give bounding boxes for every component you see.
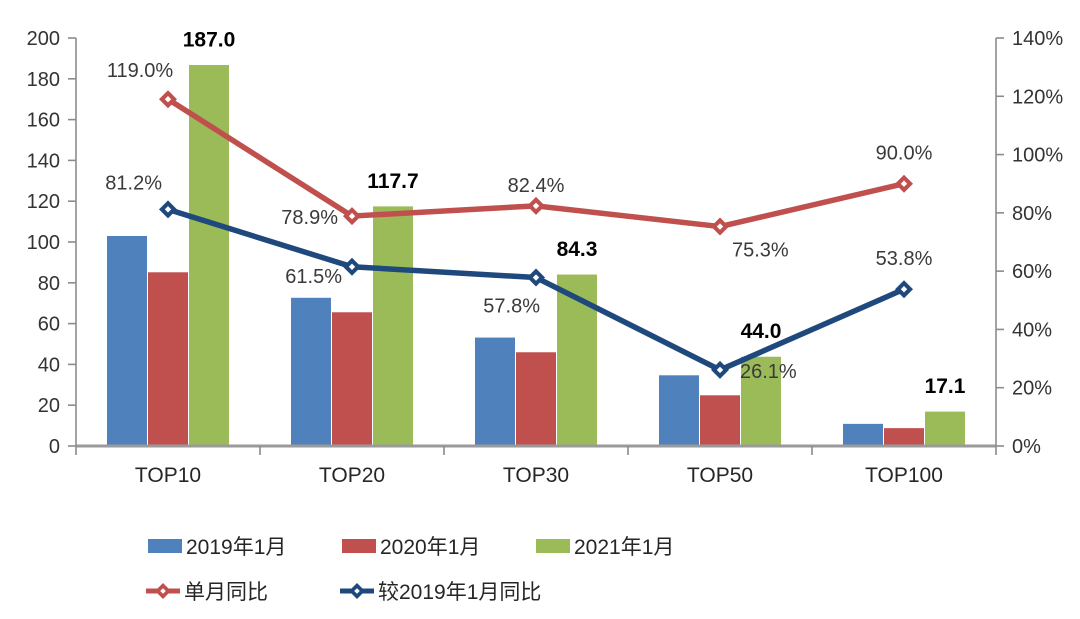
line-datalabel: 61.5% <box>285 266 342 288</box>
right-axis-tick-label: 100% <box>1012 145 1063 167</box>
category-label-TOP10: TOP10 <box>135 464 201 487</box>
legend-label: 单月同比 <box>184 581 268 604</box>
marker-单月同比-TOP30 <box>527 196 545 215</box>
bar-2019年1月-TOP50 <box>658 374 700 447</box>
bar-2021年1月-TOP50 <box>740 355 782 447</box>
left-axis-tick-label: 180 <box>27 69 60 91</box>
diamond-marker-shape <box>354 588 360 594</box>
bar-2020年1月-TOP10 <box>147 271 189 447</box>
left-axis-tick-label: 120 <box>27 191 60 213</box>
legend-swatch <box>148 539 182 553</box>
right-axis-tick-label: 40% <box>1012 319 1052 341</box>
left-axis-tick-label: 60 <box>38 314 60 336</box>
legend-item-2019年1月: 2019年1月 <box>148 536 286 559</box>
diamond-marker-shape <box>532 274 540 281</box>
bar-datalabel: 17.1 <box>925 375 966 398</box>
marker-单月同比-TOP100 <box>895 174 913 193</box>
diamond-marker-shape <box>900 286 908 293</box>
bar-datalabel: 84.3 <box>557 238 598 261</box>
legend-swatch <box>536 539 570 553</box>
diamond-marker-shape <box>348 263 356 270</box>
bar-2020年1月-TOP30 <box>515 351 557 447</box>
legend-item-较2019年1月同比: 较2019年1月同比 <box>340 581 541 604</box>
bar-2021年1月-TOP100 <box>924 410 966 447</box>
left-axis-tick-label: 160 <box>27 110 60 132</box>
diamond-marker-shape <box>900 180 908 187</box>
left-axis-tick-label: 20 <box>38 395 60 417</box>
legend-item-2020年1月: 2020年1月 <box>342 536 480 559</box>
line-datalabel: 53.8% <box>876 248 933 270</box>
category-label-TOP50: TOP50 <box>687 464 753 487</box>
legend-item-2021年1月: 2021年1月 <box>536 536 674 559</box>
legend-label: 2020年1月 <box>380 536 480 559</box>
left-axis-tick-label: 140 <box>27 150 60 172</box>
bar-datalabel: 187.0 <box>183 29 236 52</box>
left-axis-tick-label: 0 <box>49 436 60 458</box>
bar-2019年1月-TOP100 <box>842 422 884 447</box>
right-axis-tick-label: 60% <box>1012 261 1052 283</box>
marker-单月同比-TOP20 <box>343 207 361 226</box>
legend-swatch <box>342 539 376 553</box>
diamond-marker-shape <box>164 96 172 103</box>
line-datalabel: 78.9% <box>281 207 338 229</box>
marker-较2019年1月同比-TOP100 <box>895 280 913 299</box>
left-axis-tick-label: 80 <box>38 273 60 295</box>
marker-较2019年1月同比-TOP20 <box>343 257 361 276</box>
bar-2020年1月-TOP100 <box>883 427 925 447</box>
category-label-TOP100: TOP100 <box>865 464 943 487</box>
marker-较2019年1月同比-TOP30 <box>527 268 545 287</box>
right-axis-tick-label: 140% <box>1012 28 1063 50</box>
left-axis-tick-label: 100 <box>27 232 60 254</box>
left-axis-tick-label: 40 <box>38 354 60 376</box>
line-datalabel: 119.0% <box>107 60 174 82</box>
marker-较2019年1月同比-TOP50 <box>711 360 729 379</box>
line-datalabel: 57.8% <box>483 296 540 318</box>
line-datalabel: 75.3% <box>732 240 789 262</box>
bar-datalabel: 44.0 <box>741 320 782 343</box>
diamond-marker-shape <box>348 212 356 220</box>
line-较2019年1月同比 <box>165 206 907 373</box>
left-axis-tick-label: 200 <box>27 28 60 50</box>
right-axis-tick-label: 80% <box>1012 203 1052 225</box>
bar-datalabel: 117.7 <box>367 170 418 193</box>
diamond-marker-shape <box>160 588 166 594</box>
right-axis-tick-label: 0% <box>1012 436 1041 458</box>
legend-label: 较2019年1月同比 <box>378 581 541 604</box>
diamond-marker-shape <box>716 223 724 230</box>
category-label-TOP30: TOP30 <box>503 464 569 487</box>
legend-label: 2019年1月 <box>186 536 286 559</box>
category-label-TOP20: TOP20 <box>319 464 385 487</box>
diamond-marker-shape <box>164 206 172 213</box>
bar-2021年1月-TOP10 <box>188 64 230 447</box>
bar-2019年1月-TOP10 <box>106 234 148 447</box>
bar-2019年1月-TOP20 <box>290 296 332 447</box>
line-datalabel: 82.4% <box>508 175 565 197</box>
right-axis-tick-label: 120% <box>1012 86 1063 108</box>
line-datalabel: 81.2% <box>105 172 162 194</box>
diamond-marker-shape <box>532 202 540 210</box>
bar-2019年1月-TOP30 <box>474 336 516 447</box>
marker-单月同比-TOP50 <box>711 217 729 236</box>
bar-2020年1月-TOP20 <box>331 311 373 447</box>
right-axis-tick-label: 20% <box>1012 378 1052 400</box>
legend-label: 2021年1月 <box>574 536 674 559</box>
line-datalabel: 90.0% <box>876 143 933 165</box>
bar-2020年1月-TOP50 <box>699 394 741 447</box>
bar-2021年1月-TOP20 <box>372 205 414 447</box>
legend-item-单月同比: 单月同比 <box>146 581 268 604</box>
diamond-marker-shape <box>716 366 724 374</box>
line-datalabel: 26.1% <box>740 361 797 383</box>
marker-单月同比-TOP10 <box>159 90 177 109</box>
marker-较2019年1月同比-TOP10 <box>159 200 177 219</box>
